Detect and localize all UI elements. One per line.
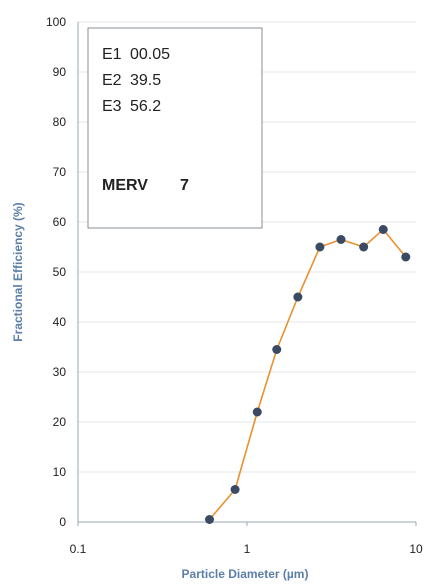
data-point bbox=[359, 242, 369, 252]
annotation-frame bbox=[87, 27, 263, 229]
y-tick-label: 80 bbox=[53, 115, 67, 129]
y-tick-label: 30 bbox=[53, 365, 67, 379]
annotation-e3-label: E3 bbox=[102, 98, 122, 115]
x-tick-labels: 0.1 1 10 bbox=[70, 522, 423, 556]
y-tick-label: 90 bbox=[53, 65, 67, 79]
data-point bbox=[315, 242, 325, 252]
y-tick-label: 10 bbox=[53, 465, 67, 479]
y-tick-label: 70 bbox=[53, 165, 67, 179]
y-tick-label: 100 bbox=[46, 15, 66, 29]
x-axis-title: Particle Diameter (µm) bbox=[182, 567, 309, 581]
data-point bbox=[378, 225, 388, 234]
annotation-e2-value: 39.5 bbox=[130, 72, 161, 89]
y-tick-label: 20 bbox=[53, 415, 67, 429]
x-tick-label: 0.1 bbox=[70, 542, 87, 556]
annotation-e2-label: E2 bbox=[102, 72, 122, 89]
annotation-box: E1 00.05 E2 39.5 E3 56.2 MERV 7 bbox=[87, 27, 263, 229]
data-point bbox=[252, 407, 262, 417]
annotation-e3-value: 56.2 bbox=[130, 98, 161, 115]
annotation-merv-value: 7 bbox=[180, 177, 189, 194]
data-point bbox=[272, 345, 282, 354]
y-tick-label: 60 bbox=[53, 215, 67, 229]
y-axis-title: Fractional Efficiency (%) bbox=[11, 202, 25, 341]
y-tick-labels: 0 10 20 30 40 50 60 70 80 90 100 bbox=[46, 15, 66, 529]
series-line bbox=[208, 228, 407, 521]
data-point bbox=[401, 252, 411, 262]
x-tick-label: 1 bbox=[244, 542, 251, 556]
annotation-e1-value: 00.05 bbox=[130, 46, 170, 63]
data-point bbox=[230, 485, 240, 494]
annotation-merv-label: MERV bbox=[102, 177, 148, 194]
y-tick-label: 0 bbox=[59, 515, 66, 529]
data-point bbox=[293, 292, 303, 302]
series-efficiency bbox=[205, 225, 411, 524]
y-tick-label: 50 bbox=[53, 265, 67, 279]
data-point bbox=[336, 235, 346, 244]
x-tick-label: 10 bbox=[409, 542, 423, 556]
data-point bbox=[205, 515, 215, 524]
y-tick-label: 40 bbox=[53, 315, 67, 329]
annotation-e1-label: E1 bbox=[102, 46, 122, 63]
